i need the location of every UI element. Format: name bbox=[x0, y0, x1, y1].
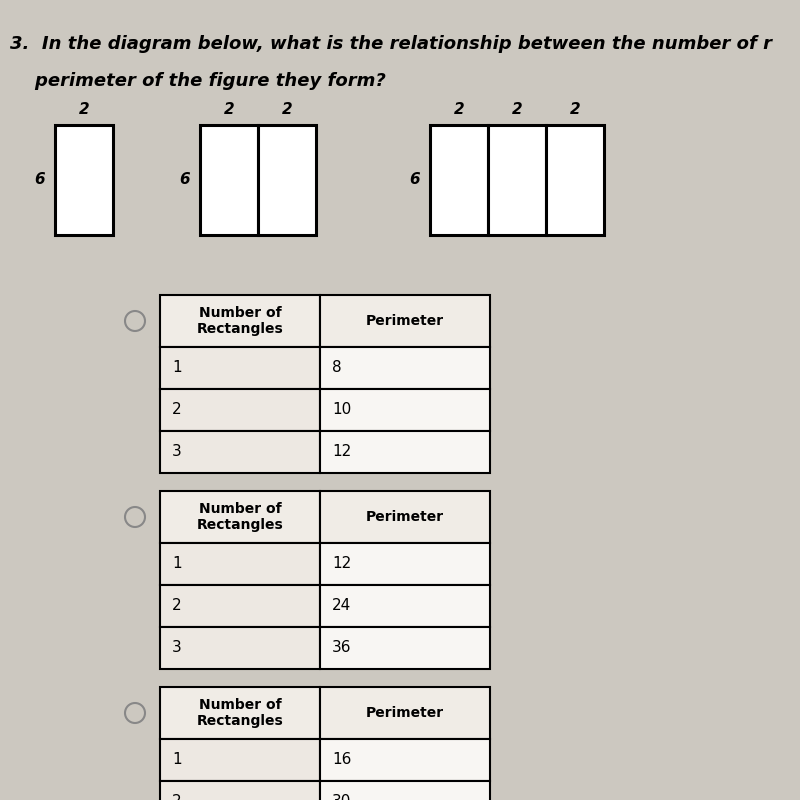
Bar bbox=[320, 627, 490, 669]
Text: 6: 6 bbox=[410, 173, 420, 187]
Text: 3: 3 bbox=[172, 445, 182, 459]
Text: 2: 2 bbox=[172, 598, 182, 614]
Text: 3: 3 bbox=[172, 641, 182, 655]
Circle shape bbox=[125, 507, 145, 527]
Text: 16: 16 bbox=[332, 753, 351, 767]
Text: 6: 6 bbox=[179, 173, 190, 187]
Text: Number of
Rectangles: Number of Rectangles bbox=[197, 502, 283, 532]
Bar bbox=[320, 687, 490, 739]
Text: Perimeter: Perimeter bbox=[366, 706, 444, 720]
Bar bbox=[160, 585, 320, 627]
Text: 2: 2 bbox=[570, 102, 580, 117]
Bar bbox=[200, 125, 258, 235]
Bar bbox=[160, 389, 320, 431]
Bar bbox=[55, 125, 113, 235]
Text: Perimeter: Perimeter bbox=[366, 314, 444, 328]
Text: 24: 24 bbox=[332, 598, 351, 614]
Bar bbox=[320, 431, 490, 473]
Text: Perimeter: Perimeter bbox=[366, 510, 444, 524]
Bar bbox=[546, 125, 604, 235]
Bar bbox=[430, 125, 488, 235]
Text: 36: 36 bbox=[332, 641, 351, 655]
Bar bbox=[320, 347, 490, 389]
Text: Number of
Rectangles: Number of Rectangles bbox=[197, 306, 283, 336]
Text: 12: 12 bbox=[332, 445, 351, 459]
Bar bbox=[258, 125, 316, 235]
Bar bbox=[160, 431, 320, 473]
Bar bbox=[488, 125, 546, 235]
Bar bbox=[160, 491, 320, 543]
Bar bbox=[320, 295, 490, 347]
Bar bbox=[320, 781, 490, 800]
Bar bbox=[160, 739, 320, 781]
Bar bbox=[320, 389, 490, 431]
Text: 1: 1 bbox=[172, 557, 182, 571]
Bar bbox=[320, 585, 490, 627]
Bar bbox=[160, 543, 320, 585]
Text: 2: 2 bbox=[78, 102, 90, 117]
Bar bbox=[160, 295, 320, 347]
Text: 10: 10 bbox=[332, 402, 351, 418]
Bar bbox=[160, 781, 320, 800]
Text: 6: 6 bbox=[34, 173, 45, 187]
Bar bbox=[320, 543, 490, 585]
Bar bbox=[160, 687, 320, 739]
Bar bbox=[320, 739, 490, 781]
Circle shape bbox=[125, 703, 145, 723]
Text: 2: 2 bbox=[454, 102, 464, 117]
Bar bbox=[320, 491, 490, 543]
Bar bbox=[160, 627, 320, 669]
Text: perimeter of the figure they form?: perimeter of the figure they form? bbox=[10, 72, 386, 90]
Text: 8: 8 bbox=[332, 361, 342, 375]
Text: 12: 12 bbox=[332, 557, 351, 571]
Text: 30: 30 bbox=[332, 794, 351, 800]
Text: 1: 1 bbox=[172, 361, 182, 375]
Text: Number of
Rectangles: Number of Rectangles bbox=[197, 698, 283, 728]
Text: 2: 2 bbox=[512, 102, 522, 117]
Text: 2: 2 bbox=[282, 102, 292, 117]
Text: 1: 1 bbox=[172, 753, 182, 767]
Text: 2: 2 bbox=[172, 794, 182, 800]
Text: 2: 2 bbox=[172, 402, 182, 418]
Circle shape bbox=[125, 311, 145, 331]
Text: 3.  In the diagram below, what is the relationship between the number of r: 3. In the diagram below, what is the rel… bbox=[10, 35, 772, 53]
Text: 2: 2 bbox=[224, 102, 234, 117]
Bar bbox=[160, 347, 320, 389]
